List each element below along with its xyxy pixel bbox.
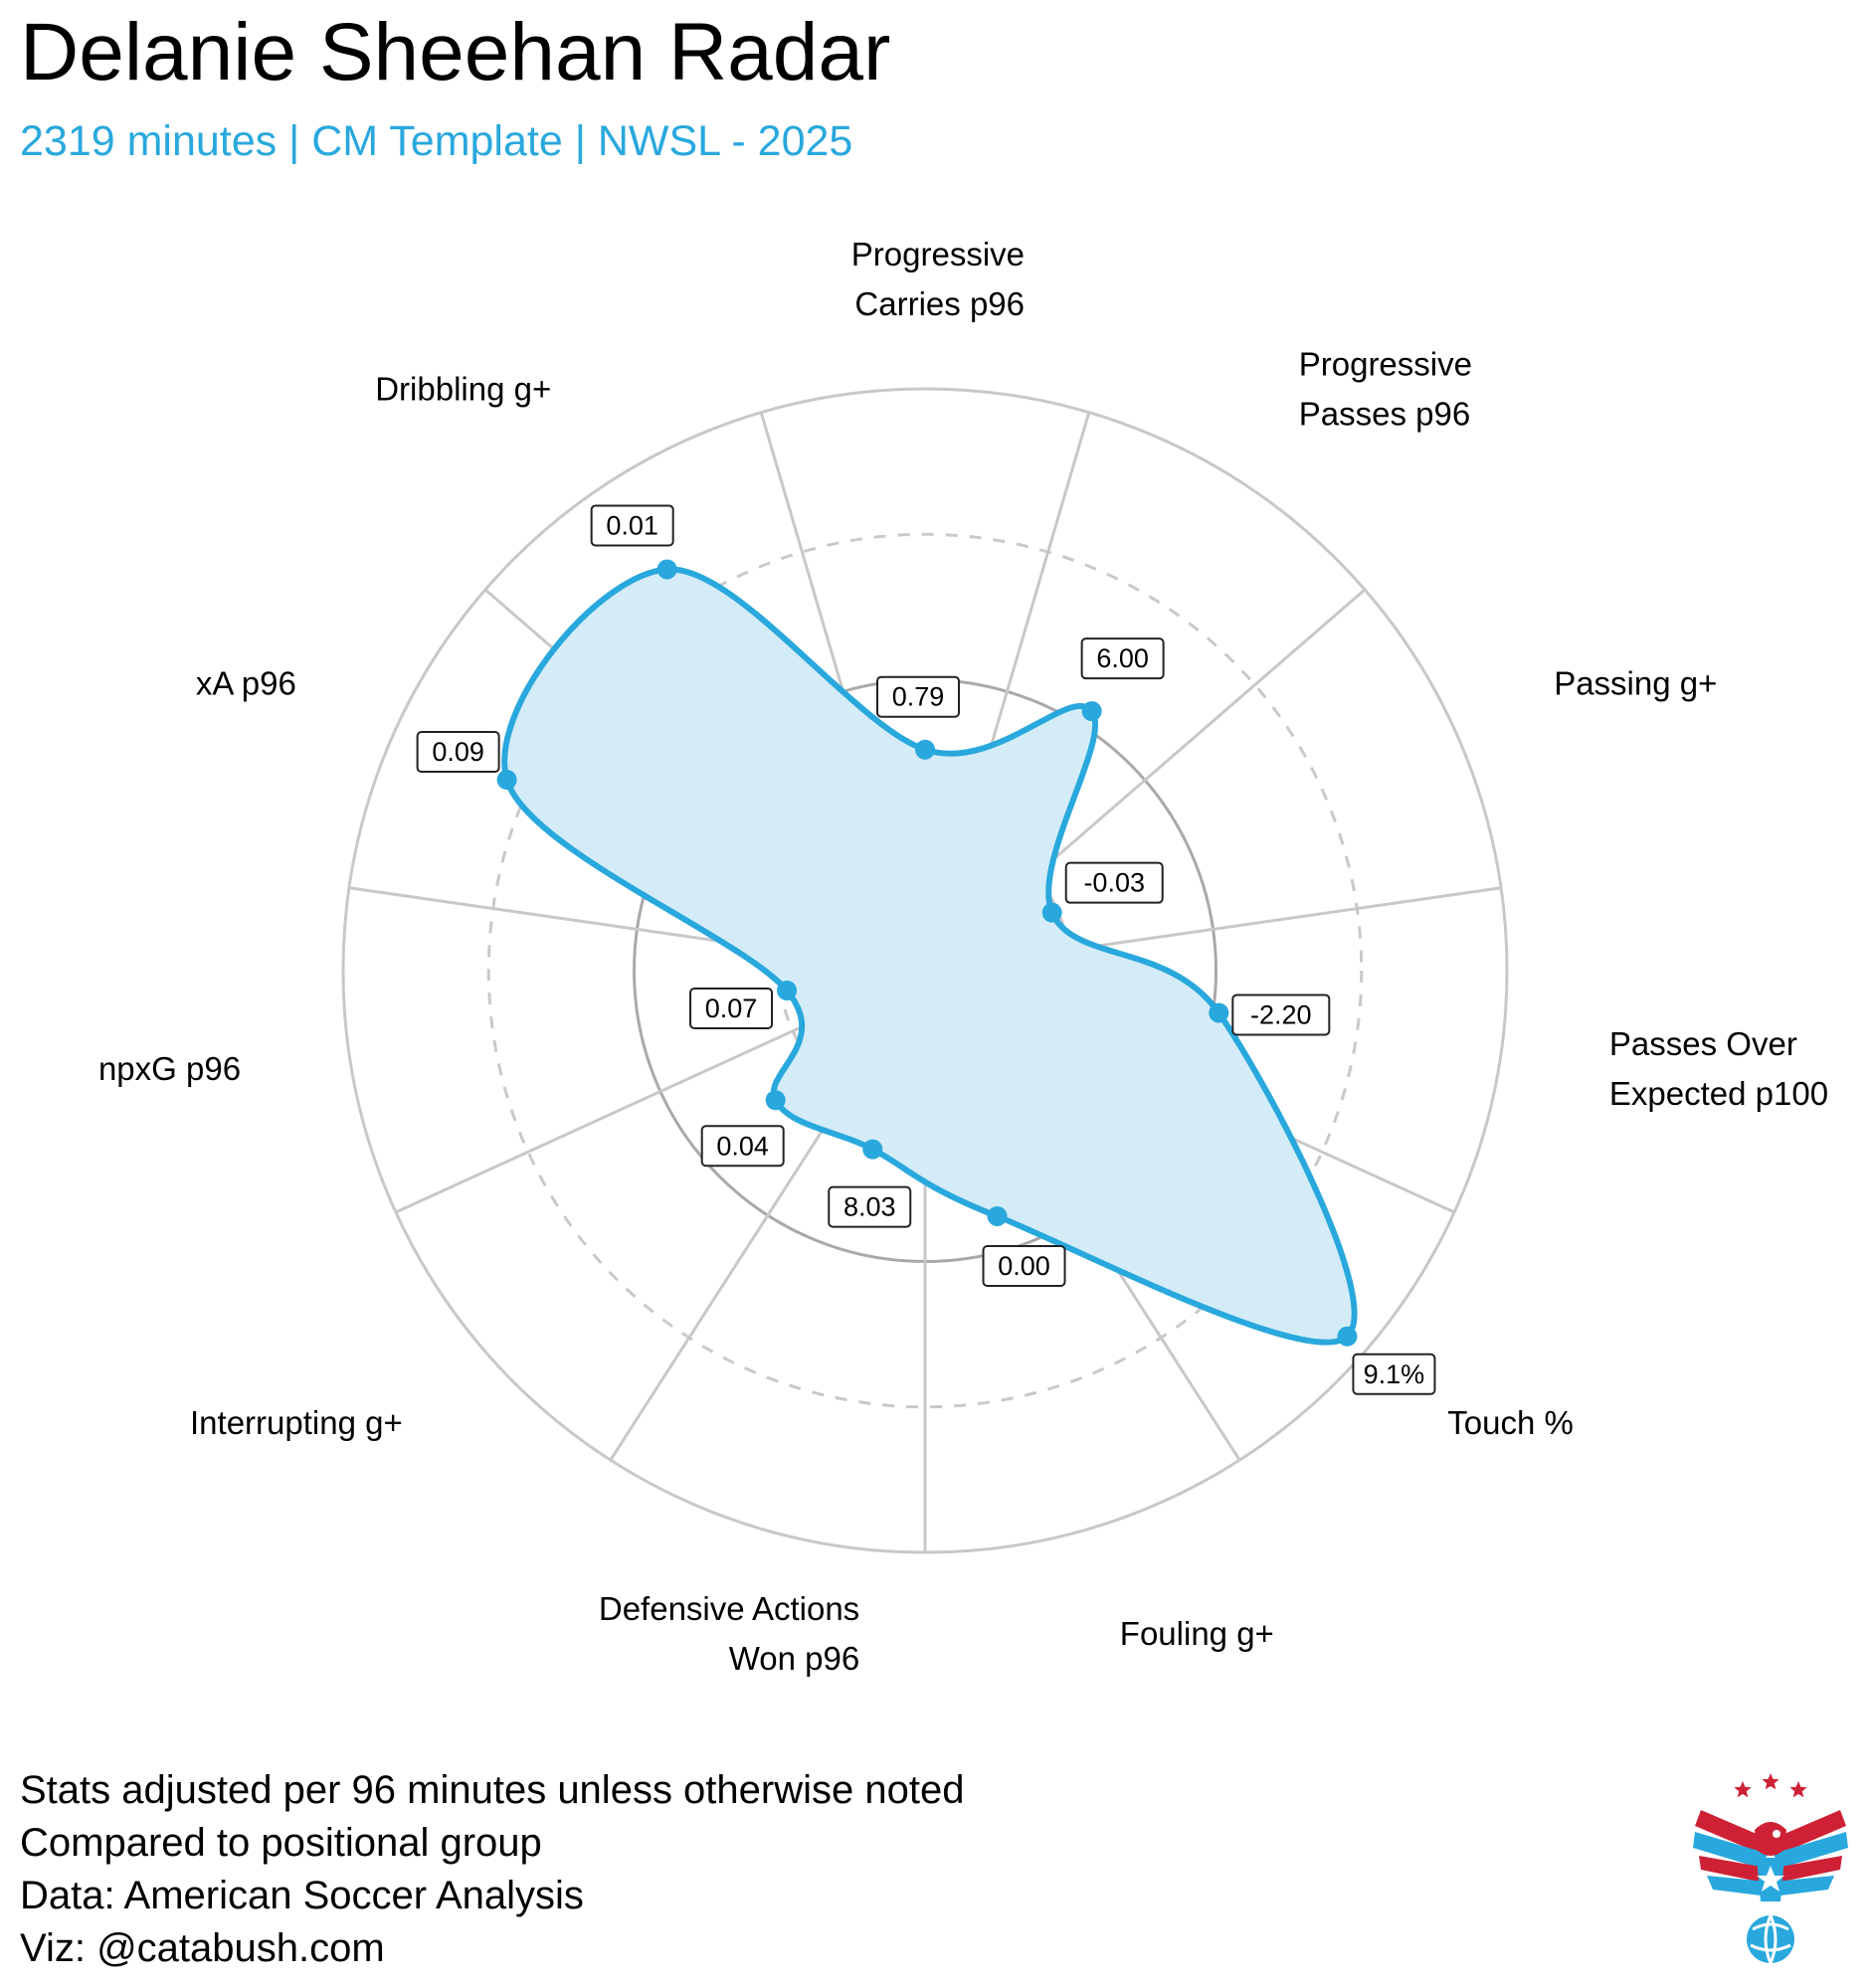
eagle-soccer-ball-logo-icon (1693, 1773, 1848, 1964)
svg-text:Dribbling g+: Dribbling g+ (375, 370, 551, 407)
svg-text:9.1%: 9.1% (1364, 1359, 1425, 1389)
svg-text:Passing g+: Passing g+ (1554, 664, 1717, 701)
radar-point-4 (1337, 1326, 1358, 1347)
radar-point-6 (862, 1139, 883, 1160)
svg-text:0.00: 0.00 (998, 1251, 1050, 1281)
svg-text:Passes Over: Passes Over (1609, 1025, 1797, 1062)
page-subtitle: 2319 minutes | CM Template | NWSL - 2025 (20, 117, 853, 165)
radar-value-label-5: 0.00 (982, 1244, 1066, 1287)
radar-point-0 (915, 739, 935, 760)
radar-point-8 (777, 980, 798, 1000)
radar-axis-label-9: xA p96 (196, 664, 296, 701)
radar-point-3 (1209, 1002, 1229, 1023)
radar-value-label-6: 8.03 (828, 1185, 912, 1228)
radar-value-label-8: 0.07 (689, 987, 774, 1029)
footer-notes: Stats adjusted per 96 minutes unless oth… (20, 1764, 964, 1975)
svg-text:Touch %: Touch % (1447, 1404, 1574, 1441)
svg-text:Passes p96: Passes p96 (1299, 395, 1470, 432)
svg-text:6.00: 6.00 (1096, 643, 1149, 673)
radar-point-9 (496, 770, 517, 791)
radar-value-label-3: -2.20 (1231, 994, 1331, 1036)
footer-note-adjusted: Stats adjusted per 96 minutes unless oth… (20, 1768, 965, 1812)
radar-value-label-1: 6.00 (1080, 637, 1165, 680)
radar-point-5 (987, 1205, 1008, 1226)
svg-text:Fouling g+: Fouling g+ (1120, 1615, 1274, 1652)
svg-text:-0.03: -0.03 (1083, 868, 1145, 898)
radar-axis-label-0: Progressive Carries p96 (851, 236, 1025, 322)
radar-axis-label-4: Touch % (1447, 1404, 1574, 1441)
radar-value-label-2: -0.03 (1064, 861, 1164, 904)
svg-text:-2.20: -2.20 (1250, 999, 1312, 1029)
radar-axis-label-7: Interrupting g+ (190, 1404, 403, 1441)
radar-value-labels: 0.79 6.00 -0.03 -2.20 9.1% 0.00 8.03 0.04 0.07 0.… (416, 504, 1436, 1395)
radar-axis-label-6: Defensive Actions Won p96 (599, 1590, 859, 1677)
svg-text:8.03: 8.03 (843, 1192, 896, 1222)
svg-text:Won p96: Won p96 (729, 1640, 859, 1677)
radar-point-2 (1041, 902, 1062, 923)
radar-value-label-4: 9.1% (1352, 1353, 1436, 1395)
svg-text:Progressive: Progressive (1299, 345, 1472, 382)
svg-text:0.09: 0.09 (432, 737, 484, 767)
svg-text:Progressive: Progressive (851, 236, 1025, 272)
radar-axis-label-3: Passes Over Expected p100 (1609, 1025, 1828, 1112)
radar-value-label-10: 0.01 (590, 504, 674, 547)
svg-text:Carries p96: Carries p96 (854, 285, 1025, 322)
radar-axis-label-8: npxG p96 (98, 1050, 241, 1087)
radar-data-points (496, 559, 1358, 1347)
radar-value-label-9: 0.09 (416, 731, 500, 774)
radar-axis-labels: Progressive Carries p96 Progressive Passes … (98, 236, 1828, 1677)
radar-axis-label-5: Fouling g+ (1120, 1615, 1274, 1652)
page-title: Delanie Sheehan Radar (20, 7, 891, 97)
svg-text:xA p96: xA p96 (196, 664, 296, 701)
radar-axis-label-10: Dribbling g+ (375, 370, 551, 407)
svg-text:0.79: 0.79 (892, 682, 945, 712)
radar-point-10 (656, 559, 677, 580)
svg-text:Interrupting g+: Interrupting g+ (190, 1404, 403, 1441)
footer-note-viz-credit: Viz: @catabush.com (20, 1926, 385, 1970)
radar-value-label-7: 0.04 (700, 1125, 785, 1168)
footer-note-compared: Compared to positional group (20, 1821, 542, 1865)
svg-text:npxG p96: npxG p96 (98, 1050, 241, 1087)
svg-text:0.01: 0.01 (606, 510, 658, 540)
footer-note-data-source: Data: American Soccer Analysis (20, 1874, 584, 1917)
svg-text:Defensive Actions: Defensive Actions (599, 1590, 859, 1627)
radar-value-label-0: 0.79 (876, 675, 960, 718)
svg-text:0.07: 0.07 (705, 994, 758, 1023)
svg-text:Expected p100: Expected p100 (1609, 1075, 1828, 1112)
radar-axis-label-1: Progressive Passes p96 (1299, 345, 1472, 432)
radar-point-7 (765, 1090, 786, 1111)
radar-ring-75 (486, 532, 1364, 1409)
svg-text:0.04: 0.04 (716, 1131, 769, 1161)
radar-point-1 (1081, 701, 1102, 722)
radar-axis-label-2: Passing g+ (1554, 664, 1717, 701)
